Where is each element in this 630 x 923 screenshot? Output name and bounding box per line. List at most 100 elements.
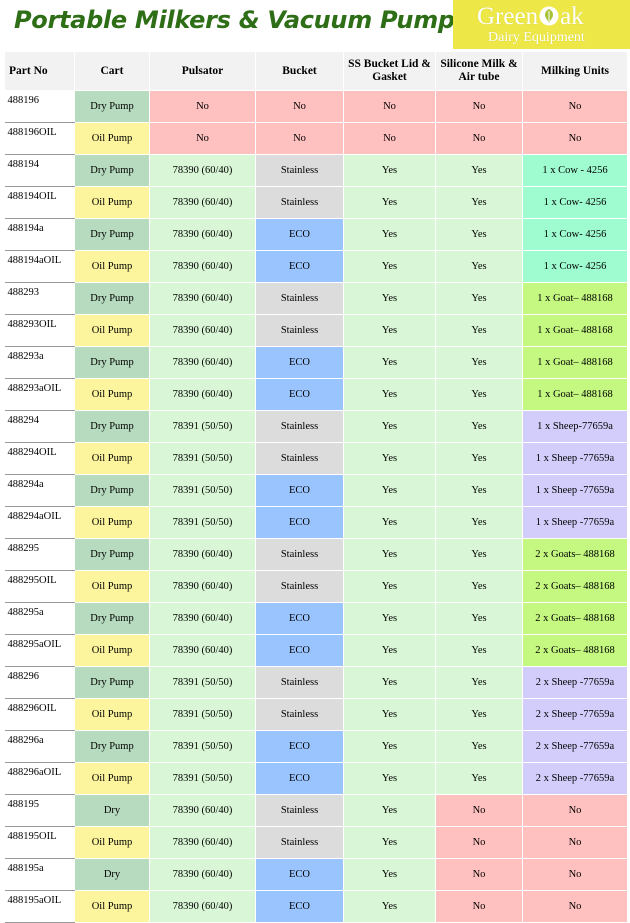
table-row: 488194a Dry Pump 78390 (60/40) ECO Yes Yes 1 x… [4, 218, 628, 251]
milking-units-cell: 1 x Sheep -77659a [522, 474, 628, 507]
part-no-cell: 488194aOIL [4, 250, 75, 283]
milking-units-cell: 2 x Sheep -77659a [522, 666, 628, 699]
table-row: 488194 Dry Pump 78390 (60/40) Stainless Yes Y… [4, 154, 628, 187]
table-row: 488295a Dry Pump 78390 (60/40) ECO Yes Yes 2 x… [4, 602, 628, 635]
milk-air-tube-cell: Yes [435, 314, 523, 347]
lid-gasket-cell: Yes [343, 634, 436, 667]
lid-gasket-cell: Yes [343, 698, 436, 731]
pulsator-cell: 78390 (60/40) [149, 346, 256, 379]
bucket-cell: ECO [255, 378, 344, 411]
milking-units-cell: No [522, 90, 628, 123]
milk-air-tube-cell: Yes [435, 282, 523, 315]
milk-air-tube-cell: Yes [435, 346, 523, 379]
pulsator-cell: 78390 (60/40) [149, 282, 256, 315]
pulsator-cell: 78390 (60/40) [149, 218, 256, 251]
bucket-cell: ECO [255, 218, 344, 251]
bucket-cell: Stainless [255, 282, 344, 315]
lid-gasket-cell: Yes [343, 282, 436, 315]
column-header-cart: Cart [74, 51, 150, 91]
part-no-cell: 488296 [4, 666, 75, 699]
part-no-cell: 488295a [4, 602, 75, 635]
pulsator-cell: 78391 (50/50) [149, 666, 256, 699]
cart-cell: Dry Pump [74, 282, 150, 315]
milking-units-cell: 2 x Sheep -77659a [522, 698, 628, 731]
table-row: 488194OIL Oil Pump 78390 (60/40) Stainless Y… [4, 186, 628, 219]
column-header-pulsator: Pulsator [149, 51, 256, 91]
part-no-cell: 488295OIL [4, 570, 75, 603]
pulsator-cell: 78390 (60/40) [149, 826, 256, 859]
logo-name-left: Green [477, 3, 539, 30]
bucket-cell: Stainless [255, 186, 344, 219]
bucket-cell: ECO [255, 730, 344, 763]
milk-air-tube-cell: Yes [435, 762, 523, 795]
table-body: 488196 Dry Pump No No No No No 488196OIL Oil Pum… [4, 90, 628, 923]
page-title: Portable Milkers & Vacuum Pumps [14, 6, 469, 34]
milk-air-tube-cell: Yes [435, 506, 523, 539]
logo-name: Green ak [477, 3, 584, 31]
lid-gasket-cell: Yes [343, 730, 436, 763]
bucket-cell: Stainless [255, 538, 344, 571]
part-no-cell: 488195a [4, 858, 75, 891]
milking-units-cell: No [522, 826, 628, 859]
table-row: 488196 Dry Pump No No No No No [4, 90, 628, 123]
table-row: 488295aOIL Oil Pump 78390 (60/40) ECO Yes Yes… [4, 634, 628, 667]
milk-air-tube-cell: Yes [435, 730, 523, 763]
part-no-cell: 488293OIL [4, 314, 75, 347]
part-no-cell: 488194a [4, 218, 75, 251]
cart-cell: Oil Pump [74, 250, 150, 283]
lid-gasket-cell: Yes [343, 538, 436, 571]
milk-air-tube-cell: Yes [435, 378, 523, 411]
milking-units-cell: 1 x Sheep-77659a [522, 410, 628, 443]
cart-cell: Dry [74, 858, 150, 891]
pulsator-cell: 78390 (60/40) [149, 154, 256, 187]
milk-air-tube-cell: Yes [435, 538, 523, 571]
milking-units-cell: 2 x Goats– 488168 [522, 538, 628, 571]
pulsator-cell: 78390 (60/40) [149, 858, 256, 891]
bucket-cell: ECO [255, 762, 344, 795]
milking-units-cell: No [522, 794, 628, 827]
cart-cell: Oil Pump [74, 826, 150, 859]
table-row: 488294aOIL Oil Pump 78391 (50/50) ECO Yes Yes… [4, 506, 628, 539]
cart-cell: Dry Pump [74, 154, 150, 187]
pulsator-cell: 78390 (60/40) [149, 634, 256, 667]
cart-cell: Dry Pump [74, 410, 150, 443]
cart-cell: Oil Pump [74, 698, 150, 731]
cart-cell: Dry Pump [74, 666, 150, 699]
cart-cell: Oil Pump [74, 122, 150, 155]
milking-units-cell: No [522, 122, 628, 155]
milk-air-tube-cell: No [435, 858, 523, 891]
milk-air-tube-cell: Yes [435, 666, 523, 699]
green-oak-logo: Green ak Dairy Equipment [453, 0, 630, 49]
lid-gasket-cell: Yes [343, 666, 436, 699]
lid-gasket-cell: Yes [343, 218, 436, 251]
cart-cell: Dry Pump [74, 90, 150, 123]
part-no-cell: 488294a [4, 474, 75, 507]
bucket-cell: No [255, 122, 344, 155]
bucket-cell: ECO [255, 890, 344, 923]
bucket-cell: Stainless [255, 410, 344, 443]
part-no-cell: 488293a [4, 346, 75, 379]
part-no-cell: 488295 [4, 538, 75, 571]
milk-air-tube-cell: Yes [435, 570, 523, 603]
milking-units-cell: 1 x Goat– 488168 [522, 346, 628, 379]
part-no-cell: 488296aOIL [4, 762, 75, 795]
cart-cell: Oil Pump [74, 890, 150, 923]
logo-subtitle: Dairy Equipment [488, 30, 585, 45]
part-no-cell: 488295aOIL [4, 634, 75, 667]
cart-cell: Oil Pump [74, 378, 150, 411]
table-row: 488296a Dry Pump 78391 (50/50) ECO Yes Yes 2 x… [4, 730, 628, 763]
milking-units-cell: 1 x Sheep -77659a [522, 442, 628, 475]
table-row: 488195 Dry 78390 (60/40) Stainless Yes No No [4, 794, 628, 827]
cart-cell: Dry Pump [74, 346, 150, 379]
cart-cell: Oil Pump [74, 570, 150, 603]
lid-gasket-cell: Yes [343, 378, 436, 411]
lid-gasket-cell: Yes [343, 346, 436, 379]
milking-units-cell: 1 x Goat– 488168 [522, 314, 628, 347]
bucket-cell: ECO [255, 346, 344, 379]
bucket-cell: Stainless [255, 442, 344, 475]
pulsator-cell: 78390 (60/40) [149, 250, 256, 283]
milk-air-tube-cell: Yes [435, 442, 523, 475]
bucket-cell: Stainless [255, 570, 344, 603]
cart-cell: Dry Pump [74, 538, 150, 571]
bucket-cell: ECO [255, 506, 344, 539]
